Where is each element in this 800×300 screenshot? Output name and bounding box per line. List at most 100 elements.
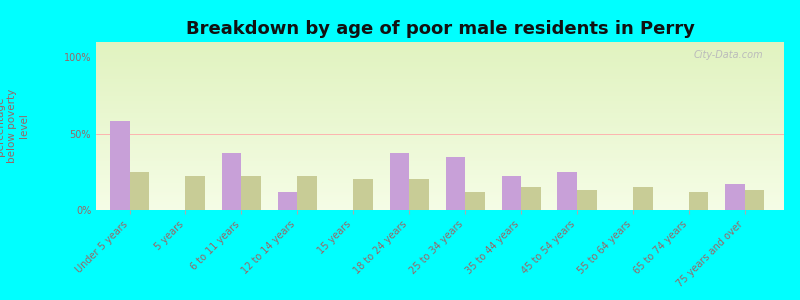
Bar	[96, 61, 784, 62]
Bar	[96, 65, 784, 67]
Bar	[96, 52, 784, 54]
Bar	[96, 56, 784, 57]
Bar	[96, 208, 784, 210]
Bar	[96, 96, 784, 98]
Bar	[390, 154, 410, 210]
Bar	[96, 103, 784, 104]
Bar	[96, 79, 784, 81]
Bar	[96, 205, 784, 207]
Bar	[96, 145, 784, 146]
Bar	[96, 126, 784, 128]
Bar	[96, 171, 784, 173]
Bar	[96, 170, 784, 171]
Bar	[96, 166, 784, 168]
Bar	[96, 49, 784, 50]
Bar	[96, 140, 784, 141]
Bar	[96, 47, 784, 49]
Bar	[96, 81, 784, 82]
Bar	[96, 146, 784, 148]
Bar	[96, 57, 784, 59]
Bar	[96, 67, 784, 69]
Bar	[96, 74, 784, 76]
Bar	[577, 190, 597, 210]
Bar	[96, 173, 784, 175]
Bar	[96, 82, 784, 84]
Bar	[96, 185, 784, 187]
Bar	[96, 128, 784, 129]
Bar	[96, 69, 784, 70]
Bar	[96, 193, 784, 195]
Bar	[96, 156, 784, 158]
Bar	[96, 182, 784, 183]
Bar	[96, 62, 784, 64]
Bar	[96, 149, 784, 151]
Bar	[96, 45, 784, 47]
Bar	[465, 192, 485, 210]
Bar	[96, 124, 784, 126]
Bar	[96, 138, 784, 140]
Bar	[354, 179, 373, 210]
Bar	[96, 72, 784, 74]
Bar	[222, 154, 242, 210]
Bar	[521, 187, 541, 210]
Bar	[96, 187, 784, 188]
Bar	[96, 188, 784, 190]
Text: City-Data.com: City-Data.com	[694, 50, 763, 60]
Bar	[96, 109, 784, 111]
Bar	[96, 198, 784, 200]
Bar	[689, 192, 709, 210]
Bar	[96, 207, 784, 208]
Bar	[96, 118, 784, 119]
Bar	[96, 114, 784, 116]
Bar	[96, 111, 784, 112]
Bar	[96, 178, 784, 180]
Bar	[96, 116, 784, 118]
Bar	[96, 64, 784, 65]
Bar	[96, 133, 784, 134]
Bar	[446, 157, 465, 210]
Title: Breakdown by age of poor male residents in Perry: Breakdown by age of poor male residents …	[186, 20, 694, 38]
Bar	[96, 141, 784, 143]
Bar	[186, 176, 205, 210]
Bar	[96, 195, 784, 196]
Bar	[96, 107, 784, 109]
Bar	[96, 168, 784, 170]
Bar	[96, 112, 784, 114]
Bar	[410, 179, 429, 210]
Bar	[745, 190, 765, 210]
Bar	[130, 172, 149, 210]
Bar	[96, 70, 784, 72]
Bar	[96, 196, 784, 198]
Bar	[96, 89, 784, 91]
Bar	[96, 123, 784, 124]
Bar	[96, 50, 784, 52]
Bar	[96, 77, 784, 79]
Bar	[96, 200, 784, 202]
Text: percentage
below poverty
level: percentage below poverty level	[0, 89, 29, 163]
Bar	[96, 99, 784, 101]
Bar	[96, 180, 784, 182]
Bar	[96, 165, 784, 166]
Bar	[96, 106, 784, 107]
Bar	[96, 131, 784, 133]
Bar	[96, 160, 784, 161]
Bar	[96, 42, 784, 44]
Bar	[96, 104, 784, 106]
Bar	[96, 163, 784, 165]
Bar	[96, 175, 784, 176]
Bar	[96, 202, 784, 203]
Bar	[96, 87, 784, 89]
Bar	[96, 161, 784, 163]
Bar	[278, 192, 298, 210]
Bar	[96, 203, 784, 205]
Bar	[96, 121, 784, 123]
Bar	[96, 54, 784, 56]
Bar	[96, 148, 784, 149]
Bar	[96, 129, 784, 131]
Bar	[96, 176, 784, 178]
Bar	[96, 158, 784, 160]
Bar	[96, 101, 784, 103]
Bar	[96, 44, 784, 45]
Bar	[96, 59, 784, 61]
Bar	[96, 151, 784, 153]
